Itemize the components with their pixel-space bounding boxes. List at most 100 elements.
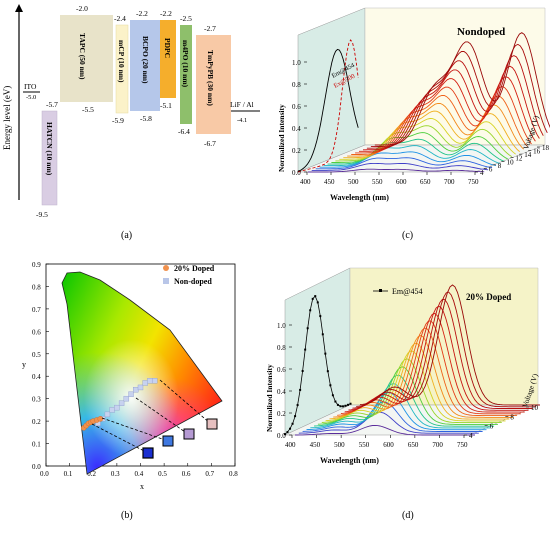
panel-c-xlabel: Wavelength (nm) — [330, 193, 389, 202]
wall-curve-ex — [297, 39, 359, 173]
mcp-layer — [115, 24, 129, 114]
cie-y-label: y — [22, 360, 26, 369]
spectrum-curve — [325, 350, 506, 422]
hatcn-bottom-value: -9.5 — [36, 210, 48, 219]
z-tick-label: 4 — [480, 169, 484, 177]
y-tick-label: 0.4 — [277, 388, 286, 396]
y-tick-label: 0.8 — [292, 81, 301, 89]
spectrum-curve — [298, 411, 479, 434]
spectrum-curve — [315, 157, 493, 170]
x-tick-label: 450 — [310, 441, 321, 449]
hatcn-layer — [41, 110, 58, 206]
cie-x-label: x — [140, 482, 144, 491]
cie-y-tick-label: 0.5 — [32, 351, 41, 359]
cie-nondoped-point — [109, 407, 115, 413]
tmpypb-label: TmPyPB (30 nm) — [206, 50, 215, 106]
y-tick-label: 1.0 — [277, 322, 286, 330]
spectrum-curve — [370, 43, 548, 148]
cie-x-tick-label: 0.4 — [135, 470, 144, 478]
legend-doped-marker — [163, 265, 169, 271]
mcp-label: mCP (10 nm) — [117, 40, 126, 83]
cie-doped-point — [97, 416, 104, 422]
ito-value: -5.0 — [26, 94, 36, 101]
cie-x-tick-label: 0.2 — [87, 470, 96, 478]
cie-nondoped-point — [123, 395, 130, 402]
spectrum-curve — [374, 32, 550, 146]
x-tick-label: 550 — [372, 178, 383, 186]
bcpo-label: BCPO (20 nm) — [141, 36, 150, 84]
cie-nondoped-point — [133, 386, 139, 393]
legend-doped-label: 20% Doped — [174, 264, 215, 273]
cie-x-tick-label: 0.1 — [64, 470, 73, 478]
cie-x-tick-label: 0.3 — [111, 470, 120, 478]
x-tick-label: 600 — [383, 441, 394, 449]
panel-c-nondoped-spectra: 400 450 500 550 600 650 700 750 0.0 0.2 0.4 0.6 0.8 1… — [277, 7, 550, 241]
wall-curve-em — [297, 48, 359, 172]
panel-c-label: (c) — [402, 230, 413, 241]
x-tick-label: 500 — [334, 441, 345, 449]
panel-c-title: Nondoped — [457, 26, 505, 38]
cie-locus — [61, 271, 223, 475]
pdpc-bottom-value: -5.1 — [160, 101, 172, 110]
pdpc-layer — [160, 20, 176, 98]
panel-c-back-wall — [297, 7, 366, 173]
spectrum-curve — [319, 151, 497, 168]
cie-x-tick-label: 0.6 — [182, 470, 191, 478]
cie-swatches — [91, 379, 218, 459]
cie-nondoped-point — [118, 400, 125, 406]
bcpo-bottom-value: -5.8 — [140, 114, 152, 123]
bcpo-layer — [130, 20, 160, 111]
panel-d-legend-label: Em@454 — [392, 287, 422, 296]
x-tick-label: 500 — [348, 178, 359, 186]
energy-axis-arrow-icon — [15, 4, 23, 12]
pdpc-top-value: -2.2 — [160, 9, 172, 18]
spectrum-curve — [314, 374, 495, 427]
cie-nondoped-point — [142, 380, 148, 386]
x-tick-label: 600 — [396, 178, 407, 186]
legend-nondoped-marker — [163, 278, 169, 284]
cie-nondoped-point — [104, 411, 111, 418]
cie-y-tick-label: 0.1 — [32, 441, 41, 449]
spectrum-curve — [311, 162, 489, 171]
y-tick-label: 0.4 — [292, 125, 301, 133]
z-tick-label: 10 — [531, 404, 539, 412]
z-tick-label: 8 — [498, 162, 502, 170]
m4po-label: m4PO (10 nm) — [181, 40, 190, 88]
panel-d-axes: 400 450 500 550 600 650 700 750 0.0 0.2 0.4 0.6 0.8 1… — [277, 322, 539, 449]
panel-c-curves — [307, 32, 550, 173]
wall-point — [284, 433, 286, 436]
cie-y-tick-label: 0.4 — [32, 373, 41, 381]
spectrum-curve — [321, 358, 502, 424]
spectrum-curve — [359, 284, 540, 406]
cie-gamut — [62, 272, 222, 474]
panel-d-label: (d) — [402, 510, 414, 521]
z-tick-label: 10 — [507, 158, 514, 166]
cathode-label: LiF / Al — [230, 100, 254, 109]
z-tick-label: 12 — [515, 155, 523, 163]
energy-axis-label: Energy level (eV) — [2, 86, 12, 150]
spectrum-curve — [329, 342, 510, 420]
x-tick-label: 650 — [408, 441, 419, 449]
y-tick-label: 0.6 — [292, 103, 301, 111]
spectrum-curve — [335, 125, 513, 162]
cie-x-tick-label: 0.8 — [229, 470, 238, 478]
cie-nondoped-point — [147, 378, 153, 384]
spectrum-curve — [302, 401, 483, 432]
panel-b-label: (b) — [121, 510, 133, 521]
y-tick-label: 0.2 — [292, 147, 301, 155]
spectrum-curve — [317, 366, 498, 425]
x-tick-label: 400 — [285, 441, 296, 449]
mcp-top-value: -2.4 — [114, 14, 126, 23]
panel-d-xlabel: Wavelength (nm) — [320, 456, 379, 465]
mcp-bottom-value: -5.9 — [112, 116, 124, 125]
panel-d-wall-curve — [284, 295, 352, 436]
panel-c-wall-curves — [297, 39, 359, 173]
spectrum-curve — [295, 424, 475, 436]
cie-y-tick-label: 0.0 — [32, 463, 41, 471]
panel-d-curves — [295, 284, 540, 436]
cathode-value: -4.1 — [237, 117, 247, 124]
m4po-top-value: -2.5 — [180, 14, 192, 23]
tmpypb-bottom-value: -6.7 — [204, 139, 216, 148]
cie-x-tick-label: 0.5 — [158, 470, 167, 478]
tapc-bottom-value: -5.5 — [82, 105, 94, 114]
